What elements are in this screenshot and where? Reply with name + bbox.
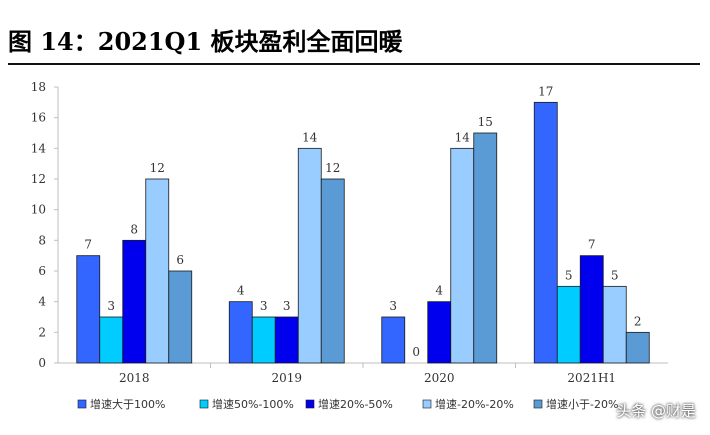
legend-label: 增速20%-50% — [318, 397, 393, 411]
y-tick-label: 12 — [31, 172, 46, 186]
bar — [381, 316, 406, 364]
data-label: 4 — [435, 284, 443, 298]
y-tick-label: 14 — [31, 141, 47, 155]
data-label: 6 — [176, 253, 184, 267]
bar — [251, 316, 276, 364]
y-tick-label: 0 — [38, 356, 46, 370]
bar — [579, 255, 604, 364]
bar — [76, 255, 101, 364]
data-label: 5 — [565, 268, 573, 282]
bar — [602, 285, 627, 364]
chart-title: 图 14：2021Q1 板块盈利全面回暖 — [8, 27, 403, 56]
legend-label: 增速-20%-20% — [435, 397, 514, 411]
y-tick-label: 6 — [38, 264, 46, 278]
bar — [625, 331, 650, 364]
data-label: 4 — [237, 284, 245, 298]
watermark: 头条 @财是 — [616, 402, 696, 420]
data-label: 12 — [325, 161, 340, 175]
legend-swatch — [77, 399, 87, 409]
y-tick-label: 18 — [31, 80, 46, 94]
data-label: 3 — [107, 299, 115, 313]
x-tick-label: 2018 — [119, 371, 150, 385]
bar — [556, 285, 581, 364]
y-tick-label: 16 — [31, 111, 46, 125]
legend-swatch — [422, 399, 432, 409]
bar — [168, 270, 193, 364]
y-tick-label: 4 — [38, 295, 46, 309]
x-tick-label: 2020 — [424, 371, 455, 385]
bar — [473, 132, 498, 364]
bar — [145, 178, 170, 364]
legend-swatch — [533, 399, 543, 409]
data-label: 15 — [478, 115, 493, 129]
data-label: 3 — [283, 299, 291, 313]
data-label: 17 — [538, 84, 553, 98]
legend: 增速大于100% 增速50%-100% 增速20%-50% 增速-20%-20% 增速小… — [77, 397, 618, 411]
legend-label: 增速大于100% — [90, 397, 165, 411]
legend-label: 增速50%-100% — [212, 397, 294, 411]
data-label: 5 — [611, 268, 619, 282]
data-label: 0 — [412, 345, 420, 359]
legend-swatch — [305, 399, 315, 409]
data-labels: 7 3 8 12 6 4 3 3 14 12 3 0 4 14 15 17 5 7 5 2 — [84, 84, 641, 359]
bar — [122, 239, 147, 364]
bar — [450, 147, 475, 364]
bar — [320, 178, 345, 364]
bar — [99, 316, 124, 364]
y-tick-label: 8 — [38, 233, 46, 247]
y-tick-label: 10 — [31, 203, 46, 217]
y-tick-label: 2 — [38, 325, 46, 339]
bar — [427, 301, 452, 364]
bar — [533, 101, 558, 364]
x-tick-label: 2021H1 — [567, 371, 616, 385]
data-label: 7 — [84, 238, 92, 252]
data-label: 3 — [260, 299, 268, 313]
data-label: 2 — [634, 314, 642, 328]
data-label: 14 — [455, 130, 471, 144]
bars — [76, 101, 650, 364]
legend-label: 增速小于-20% — [546, 397, 618, 411]
x-tick-label: 2019 — [271, 371, 302, 385]
title-underline — [8, 63, 700, 65]
bar — [297, 147, 322, 364]
data-label: 8 — [130, 222, 138, 236]
legend-swatch — [199, 399, 209, 409]
bar — [274, 316, 299, 364]
data-label: 3 — [389, 299, 397, 313]
data-label: 14 — [302, 130, 318, 144]
data-label: 7 — [588, 238, 596, 252]
bar — [228, 301, 253, 364]
data-label: 12 — [150, 161, 165, 175]
